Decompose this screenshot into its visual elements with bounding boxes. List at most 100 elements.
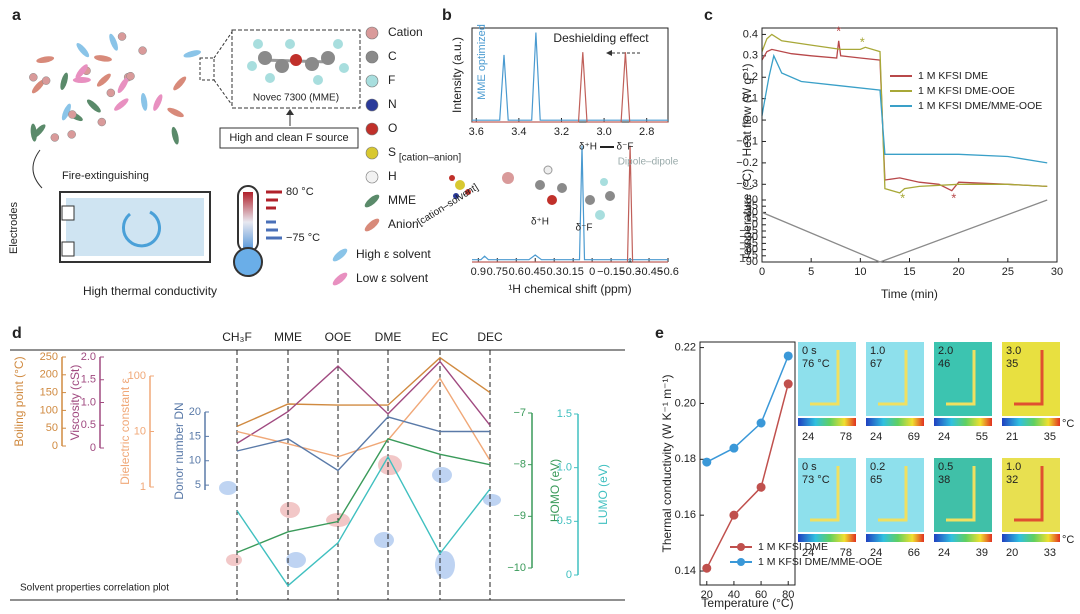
axis-tick-label: 15 (189, 430, 201, 442)
x-tick-label: −0.3 (619, 266, 641, 278)
y-tick-label: −0.3 (736, 178, 758, 190)
chart-title: Solvent properties correlation plot (20, 583, 169, 594)
x-tick-label: 0.3 (547, 266, 562, 278)
temp-label: 73 °C (802, 474, 830, 486)
annotation: δ⁻F (617, 142, 634, 153)
data-point (756, 418, 766, 428)
y-tick-label: −75 (739, 250, 758, 262)
series-line (472, 52, 668, 123)
scale-max: 35 (1044, 431, 1056, 443)
series-line (706, 383, 789, 569)
scale-min: 20 (1006, 547, 1018, 559)
temp-label: 46 (938, 358, 950, 370)
x-tick-label: 3.0 (596, 126, 611, 138)
arrow (32, 149, 43, 189)
legend-swatch (364, 218, 380, 232)
hot-trace (946, 466, 976, 522)
time-label: 2.0 (938, 345, 953, 357)
x-tick-label: 3.4 (511, 126, 526, 138)
annotation: * (860, 34, 865, 49)
axis-tick-label: 250 (40, 351, 58, 363)
scale-max: 39 (976, 547, 988, 559)
x-tick-label: 5 (808, 266, 814, 278)
electrode (61, 205, 75, 221)
y-tick-label: −15 (739, 225, 758, 237)
x-tick-label: 15 (903, 266, 915, 278)
scale-marks (266, 220, 282, 240)
x-tick-label: 3.6 (469, 126, 484, 138)
y-tick-label: 45 (746, 200, 758, 212)
series-line (761, 199, 1048, 263)
category-label: DEC (477, 330, 503, 344)
unit-label: °C (1062, 534, 1074, 546)
color-bar (798, 418, 856, 426)
x-axis-label: Temperature (°C) (701, 596, 793, 610)
series-line (236, 360, 491, 444)
thermometer-fill (243, 192, 253, 252)
annotation: δ⁻F (576, 223, 593, 234)
molecule-icon (76, 43, 90, 58)
legend-swatch (365, 26, 379, 40)
axis-tick-label: −8 (513, 459, 526, 471)
annotation: δ⁺H (579, 142, 597, 153)
x-tick-label: −0.6 (657, 266, 679, 278)
annotation: δ⁺H (531, 217, 549, 228)
legend-swatch (737, 543, 745, 551)
electrode (61, 241, 75, 257)
series-line (472, 145, 668, 263)
axis-tick-label: 2.0 (81, 351, 96, 363)
legend-label: MME (388, 193, 416, 207)
x-tick-label: 20 (701, 589, 713, 601)
time-label: 3.0 (1006, 345, 1021, 357)
temp-low: −75 °C (286, 232, 320, 244)
axis-label: Donor number DN (172, 402, 186, 499)
axis-tick-label: 10 (189, 455, 201, 467)
legend-swatch (737, 558, 745, 566)
hot-trace (946, 350, 976, 406)
axis-label: LUMO (eV) (596, 464, 610, 525)
axis-tick-label: 10 (134, 425, 146, 437)
plot-frame (761, 27, 1058, 263)
hot-trace (878, 466, 908, 522)
legend-label: 1 M KFSI DME/MME-OOE (758, 556, 882, 568)
y-tick-label: −30 (739, 231, 758, 243)
axis-tick-label: 1.0 (81, 396, 96, 408)
molecule-icon (140, 93, 148, 111)
y-axis-label: Heat flow (W g⁻¹) (740, 63, 754, 156)
hot-trace (878, 350, 908, 406)
unit-label: °C (1062, 418, 1074, 430)
molecule-icon (183, 50, 201, 58)
molecule-icon (167, 107, 184, 118)
molecule-icon (109, 33, 118, 51)
molecule-icon (72, 77, 91, 84)
cation (138, 46, 147, 55)
scale-min: 24 (802, 547, 814, 559)
source-text: High and clean F source (229, 132, 348, 144)
y-tick-label: 30 (746, 206, 758, 218)
x-tick-label: 0.75 (487, 266, 508, 278)
cation (67, 130, 76, 139)
legend-label: F (388, 73, 395, 87)
legend-swatch (365, 146, 379, 160)
molecule (247, 39, 349, 85)
axis-label: HOMO (eV) (548, 459, 562, 522)
series-line (236, 437, 491, 554)
data-point (783, 351, 793, 361)
y-tick-label: −0.1 (736, 135, 758, 147)
x-tick-label: 10 (854, 266, 866, 278)
panel-label: a (12, 7, 21, 24)
data-point (783, 379, 793, 389)
legend-swatch (365, 122, 379, 136)
time-label: 0 s (802, 461, 817, 473)
legend-label: 1 M KFSI DME-OOE (918, 85, 1015, 97)
axis-label: Dielectric constant ε (118, 377, 132, 484)
series-line (236, 377, 491, 461)
y-tick-label: 0.1 (743, 93, 758, 105)
axis-tick-label: 100 (40, 404, 58, 416)
y-tick-label: 0.4 (743, 28, 758, 40)
annotation: MME optimized (476, 24, 488, 100)
series-line (236, 455, 491, 587)
x-tick-label: 60 (755, 589, 767, 601)
axis-tick-label: 20 (189, 406, 201, 418)
